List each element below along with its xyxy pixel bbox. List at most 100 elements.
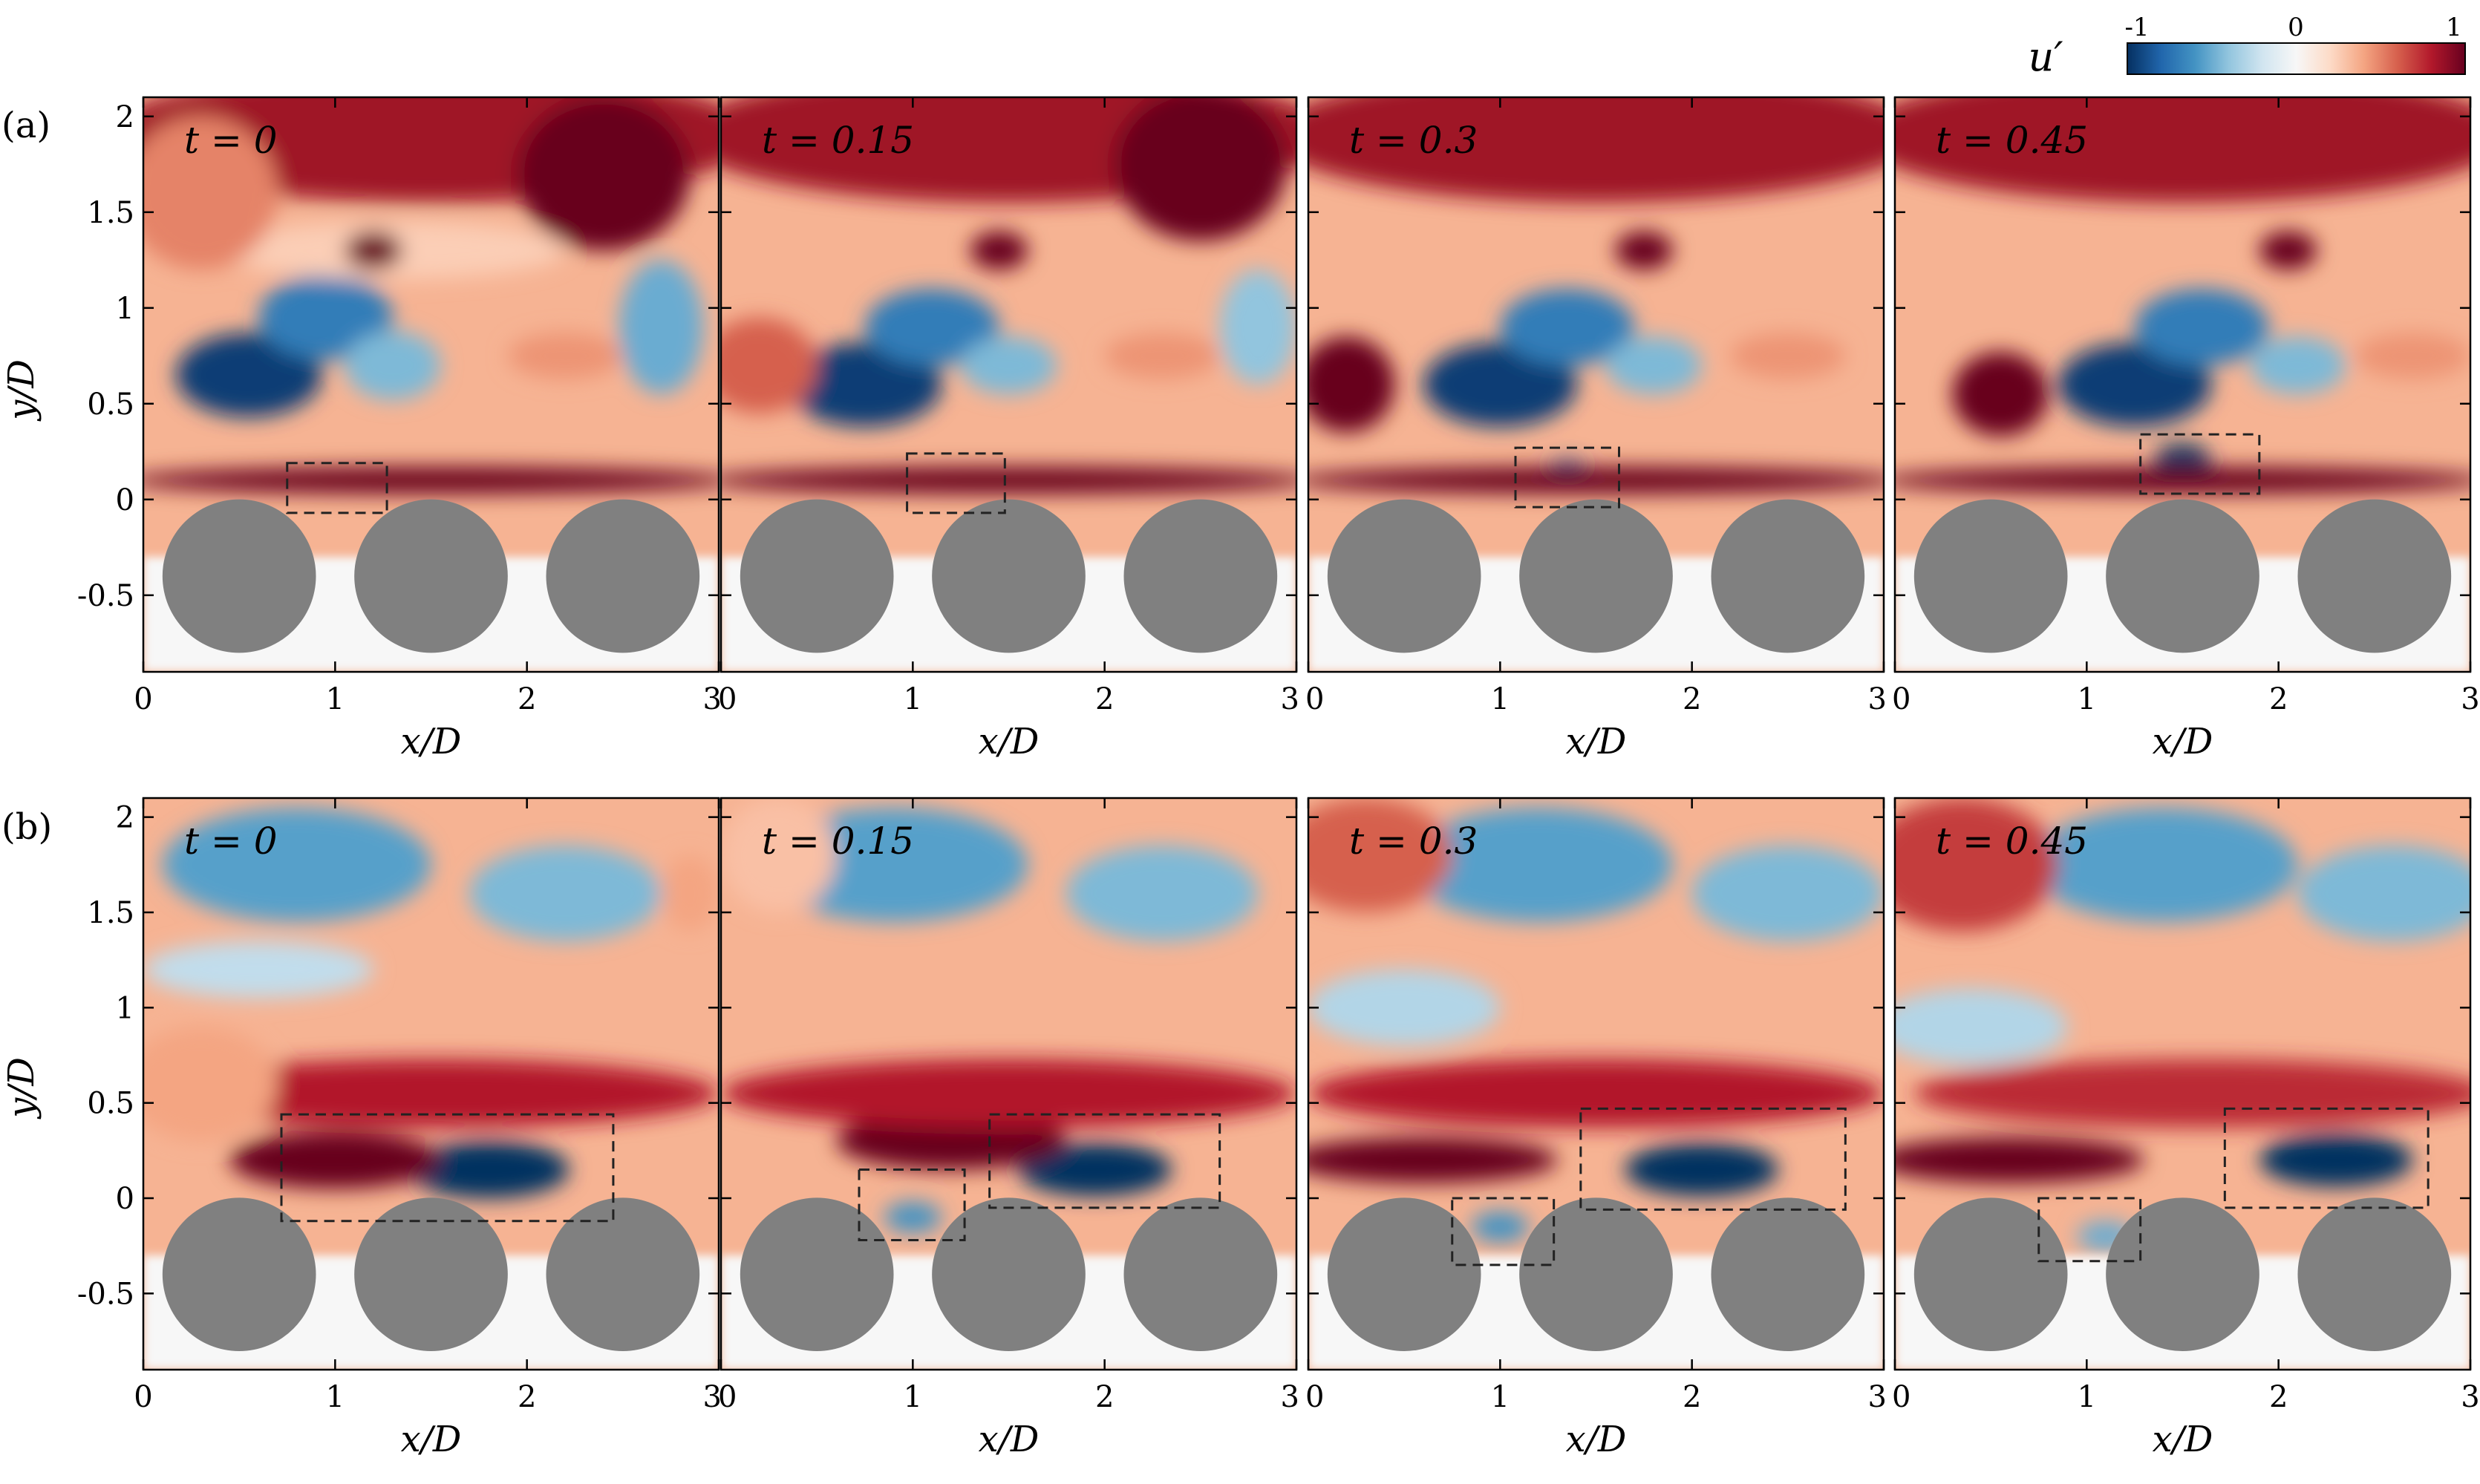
y-tick-label: 0	[116, 483, 134, 517]
cylinder-3	[2297, 499, 2452, 653]
panel-r1-c3: 0 1 2 3 x/D t = 0.45	[1892, 797, 2480, 1460]
y-tick-label: 0.5	[87, 388, 134, 422]
panel-r0-c0: -0.5 0 0.5 1 1.5 2 0 1 2 3 x/D t = 0	[77, 96, 722, 762]
field-feature-6	[1895, 97, 2470, 203]
time-label: t = 0	[184, 119, 278, 162]
highlight-box-1	[2037, 1197, 2142, 1263]
panel-r0-c3: 0 1 2 3 x/D t = 0.45	[1892, 96, 2480, 762]
x-axis-label: x/D	[1566, 721, 1627, 762]
cylinder-1	[1913, 499, 2068, 653]
time-label: t = 0.45	[1936, 119, 2088, 162]
panel-frame	[1307, 96, 1885, 673]
y-tick-label: 2	[116, 100, 134, 134]
field-features	[1895, 798, 2470, 1252]
field-feature-3	[619, 260, 704, 394]
x-axis-label: x/D	[979, 721, 1040, 762]
cylinder-3	[1123, 1197, 1278, 1351]
x-tick-label: 1	[326, 682, 345, 716]
field-feature-4	[1308, 1137, 1558, 1183]
x-tick-label: 0	[134, 682, 152, 716]
field-feature-6	[721, 798, 836, 912]
row-label-a: (a)	[1, 105, 50, 146]
panel-frame	[142, 96, 720, 673]
field-feature-1	[1691, 846, 1884, 941]
x-tick-label: 1	[904, 1380, 922, 1414]
y-axis-label-row-a: y/D	[1, 359, 42, 422]
x-axis-label: x/D	[2153, 721, 2213, 762]
cylinder-3	[546, 1197, 700, 1351]
field-feature-2	[1471, 1211, 1530, 1243]
field-feature-5	[1913, 1059, 2470, 1128]
x-axis-label: x/D	[401, 1419, 462, 1460]
y-tick-label: 2	[116, 801, 134, 835]
panel-frame	[719, 797, 1298, 1371]
field-feature-1	[469, 846, 662, 941]
x-tick-label: 2	[1683, 1380, 1701, 1414]
velocity-field	[1308, 798, 1884, 1370]
highlight-box-1	[1514, 446, 1620, 509]
colorbar-gradient	[2127, 42, 2466, 75]
panel-r1-c1: 0 1 2 3 x/D t = 0.15	[718, 797, 1299, 1460]
cylinder-1	[1327, 499, 1481, 653]
panel-frame	[1893, 96, 2472, 673]
y-tick-label: -0.5	[77, 1277, 134, 1311]
field-feature-4	[229, 1131, 441, 1189]
field-feature-6	[143, 466, 719, 494]
time-label: t = 0.3	[1349, 119, 1478, 162]
field-feature-8	[970, 231, 1028, 270]
field-feature-2	[960, 336, 1057, 394]
x-tick-label: 2	[518, 682, 536, 716]
x-axis-label: x/D	[979, 1419, 1040, 1460]
velocity-field	[143, 798, 719, 1370]
velocity-field	[1895, 97, 2470, 672]
field-features	[721, 97, 1296, 494]
field-feature-0	[1404, 807, 1673, 922]
field-feature-10	[143, 116, 278, 270]
cylinder-2	[1519, 1197, 1673, 1351]
highlight-box-1	[280, 1113, 615, 1223]
field-feature-8	[517, 97, 691, 251]
cylinder-3	[546, 499, 700, 653]
field-feature-6	[661, 855, 719, 932]
y-tick-label: 1	[116, 991, 134, 1025]
field-feature-1	[258, 275, 393, 360]
x-tick-label: 3	[1281, 1380, 1299, 1414]
field-feature-7	[1615, 231, 1673, 270]
x-tick-label: 1	[1491, 682, 1510, 716]
panel-frame	[1893, 797, 2472, 1371]
field-feature-7	[1308, 970, 1501, 1046]
field-feature-5	[721, 1059, 1296, 1128]
panel-r1-c0: -0.5 0 0.5 1 1.5 2 0 1 2 3 x/D t = 0	[77, 797, 722, 1460]
panel-frame	[142, 797, 720, 1371]
colorbar-tick-max: 1	[2446, 13, 2462, 42]
y-tick-label: -0.5	[77, 579, 134, 613]
panel-r0-c2: 0 1 2 3 x/D t = 0.3	[1305, 96, 1887, 762]
cylinder-2	[2106, 499, 2259, 653]
field-feature-7	[1895, 988, 2068, 1065]
x-tick-label: 2	[2269, 682, 2288, 716]
field-feature-4	[1104, 333, 1220, 379]
cylinder-2	[932, 499, 1086, 653]
field-feature-4	[1895, 1137, 2144, 1183]
x-tick-label: 3	[1868, 1380, 1887, 1414]
cylinder-1	[162, 499, 316, 653]
x-tick-label: 1	[1491, 1380, 1510, 1414]
time-label: t = 0.45	[1936, 820, 2088, 863]
y-tick-label: 0	[116, 1182, 134, 1216]
y-tick-label: 1.5	[87, 196, 134, 230]
x-axis-label: x/D	[2153, 1419, 2213, 1460]
cylinder-3	[2297, 1197, 2452, 1351]
x-tick-label: 0	[1892, 1380, 1910, 1414]
cylinder-1	[1913, 1197, 2068, 1351]
x-tick-label: 3	[1281, 682, 1299, 716]
field-feature-0	[2058, 342, 2212, 427]
field-feature-2	[884, 1202, 942, 1233]
field-feature-1	[2297, 846, 2470, 941]
cylinder-3	[1123, 499, 1278, 653]
time-label: t = 0.15	[762, 119, 914, 162]
panel-r1-c2: 0 1 2 3 x/D t = 0.3	[1305, 797, 1887, 1460]
y-tick-label: 1.5	[87, 896, 134, 930]
velocity-field	[721, 798, 1296, 1370]
x-tick-label: 3	[2461, 682, 2479, 716]
field-feature-5	[1308, 466, 1884, 494]
